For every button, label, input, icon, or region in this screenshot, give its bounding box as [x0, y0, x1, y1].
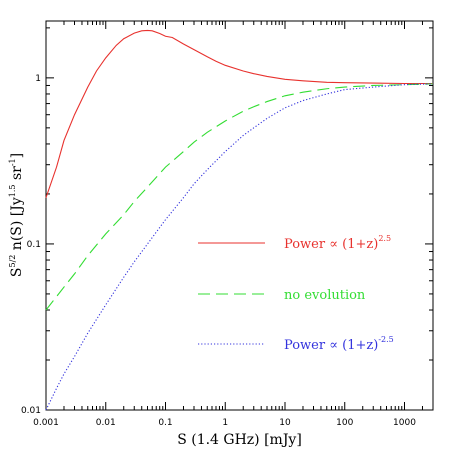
tick-labels: 0.001 0.01 0.1 1 10 100 1000 0.01 0.1 1: [21, 74, 416, 428]
x-tick-label: 0.1: [158, 418, 172, 428]
y-tick-label: 1: [35, 74, 41, 84]
x-tick-label: 0.01: [96, 418, 116, 428]
legend-label-power-pos: Power ∝ (1+z)2.5: [284, 234, 391, 252]
x-tick-label: 10: [279, 418, 291, 428]
x-tick-label: 1000: [393, 418, 416, 428]
y-axis-title: S5/2 n(S) [Jy1.5 sr-1]: [8, 153, 25, 277]
series-line-no-evol: [45, 83, 434, 311]
axis-ticks: [45, 21, 434, 411]
plot-frame: [45, 20, 434, 411]
x-tick-label: 100: [336, 418, 353, 428]
x-axis-title: S (1.4 GHz) [mJy]: [177, 432, 302, 448]
y-tick-label: 0.1: [27, 240, 41, 250]
x-tick-label: 1: [222, 418, 228, 428]
legend-label-no-evolution: no evolution: [284, 288, 366, 303]
x-tick-label: 0.001: [33, 418, 59, 428]
y-tick-label: 0.01: [21, 406, 41, 416]
data-series: [45, 29, 434, 411]
legend-label-power-neg: Power ∝ (1+z)-2.5: [284, 335, 394, 353]
series-line-power-pos: [45, 29, 433, 198]
legend: Power ∝ (1+z)2.5 no evolution Power ∝ (1…: [198, 234, 394, 353]
